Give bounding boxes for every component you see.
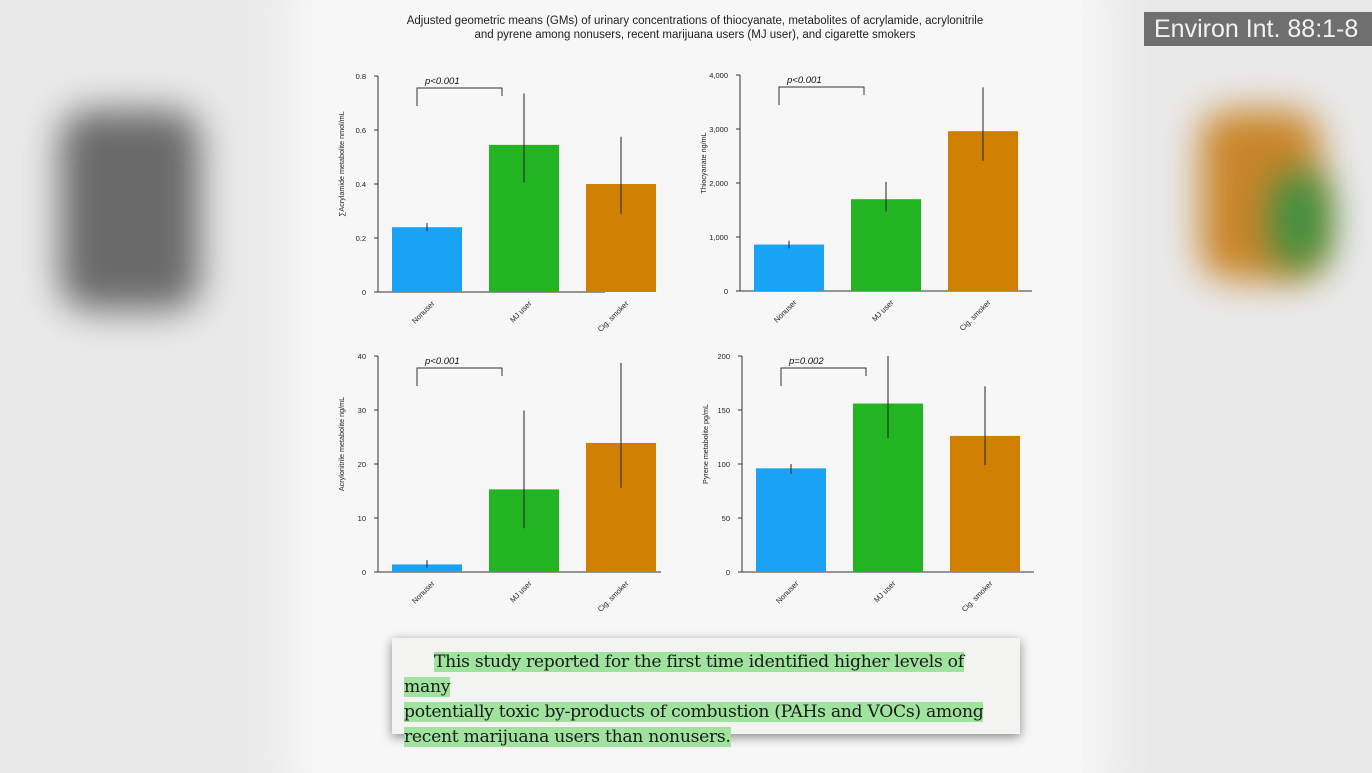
bar (392, 564, 462, 572)
y-axis-label: Acrylonitrile metabolite ng/mL (337, 397, 346, 491)
y-axis-label: Thiocyanate ng/mL (699, 132, 708, 193)
y-tick-label: 1,000 (709, 233, 728, 242)
y-tick-label: 2,000 (709, 179, 728, 188)
y-axis-label: ∑Acrylamide metabolite nmol/mL (337, 111, 346, 216)
y-tick-label: 100 (717, 460, 730, 469)
y-tick-label: 40 (358, 352, 366, 361)
x-tick-label: Cig. smoker (596, 299, 631, 334)
y-tick-label: 0.4 (356, 180, 366, 189)
caption-text: This study reported for the first time i… (404, 650, 1010, 750)
x-tick-label: MJ user (870, 298, 896, 324)
citation-badge: Environ Int. 88:1-8 (1144, 12, 1372, 46)
y-tick-label: 4,000 (709, 71, 728, 80)
y-tick-label: 0.6 (356, 126, 366, 135)
y-axis-label: Pyrene metabolite pg/mL (701, 404, 710, 484)
bar (754, 244, 824, 291)
significance-bracket (778, 86, 865, 105)
x-tick-label: MJ user (508, 579, 534, 605)
y-tick-label: 0 (362, 568, 366, 577)
acrylonitrile-chart: 0 10 20 30 40 Acrylonitrile metabolite ng/mL N… (337, 352, 661, 614)
caption-line: recent marijuana users than nonusers. (404, 727, 731, 747)
p-value-annotation: p<0.001 (424, 356, 460, 367)
x-tick-label: MJ user (872, 579, 898, 605)
y-tick-label: 200 (717, 352, 730, 361)
thiocyanate-chart: 0 1,000 2,000 3,000 4,000 Thiocyanate ng/mL No… (699, 71, 1032, 333)
significance-bracket (780, 367, 867, 386)
x-tick-label: Nonuser (410, 579, 437, 606)
bar (851, 199, 921, 291)
x-tick-label: Cig. smoker (958, 298, 993, 333)
background-blur-left (60, 110, 200, 310)
y-tick-label: 20 (358, 460, 366, 469)
significance-bracket (416, 87, 503, 106)
y-tick-label: 50 (722, 514, 730, 523)
y-tick-label: 0 (362, 288, 366, 297)
p-value-annotation: p<0.001 (786, 75, 822, 86)
y-tick-label: 0.2 (356, 234, 366, 243)
caption-line: potentially toxic by-products of combust… (404, 702, 984, 722)
y-tick-label: 0 (724, 287, 728, 296)
y-tick-label: 0.8 (356, 72, 366, 81)
figure-title: Adjusted geometric means (GMs) of urinar… (406, 15, 984, 41)
caption-box: This study reported for the first time i… (392, 638, 1020, 747)
y-tick-label: 0 (726, 568, 730, 577)
x-tick-label: MJ user (508, 299, 534, 325)
pyrene-chart: 0 50 100 150 200 Pyrene metabolite pg/mL Nonus… (701, 352, 1034, 614)
significance-bracket (416, 367, 503, 386)
y-tick-label: 10 (358, 514, 366, 523)
caption-line: This study reported for the first time i… (404, 652, 964, 697)
x-tick-label: Nonuser (772, 298, 799, 325)
p-value-annotation: p=0.002 (788, 356, 824, 367)
y-tick-label: 30 (358, 406, 366, 415)
x-tick-label: Cig. smoker (960, 579, 995, 614)
y-tick-label: 3,000 (709, 125, 728, 134)
x-tick-label: Nonuser (410, 299, 437, 326)
x-tick-label: Cig. smoker (596, 579, 631, 614)
background-blur-right-accent (1270, 170, 1330, 270)
bar (392, 227, 462, 292)
acrylamide-chart: 0 0.2 0.4 0.6 0.8 ∑Acrylamide metabolite nmol… (337, 72, 656, 334)
bar (756, 468, 826, 572)
p-value-annotation: p<0.001 (424, 76, 460, 87)
y-tick-label: 150 (717, 406, 730, 415)
x-tick-label: Nonuser (774, 579, 801, 606)
